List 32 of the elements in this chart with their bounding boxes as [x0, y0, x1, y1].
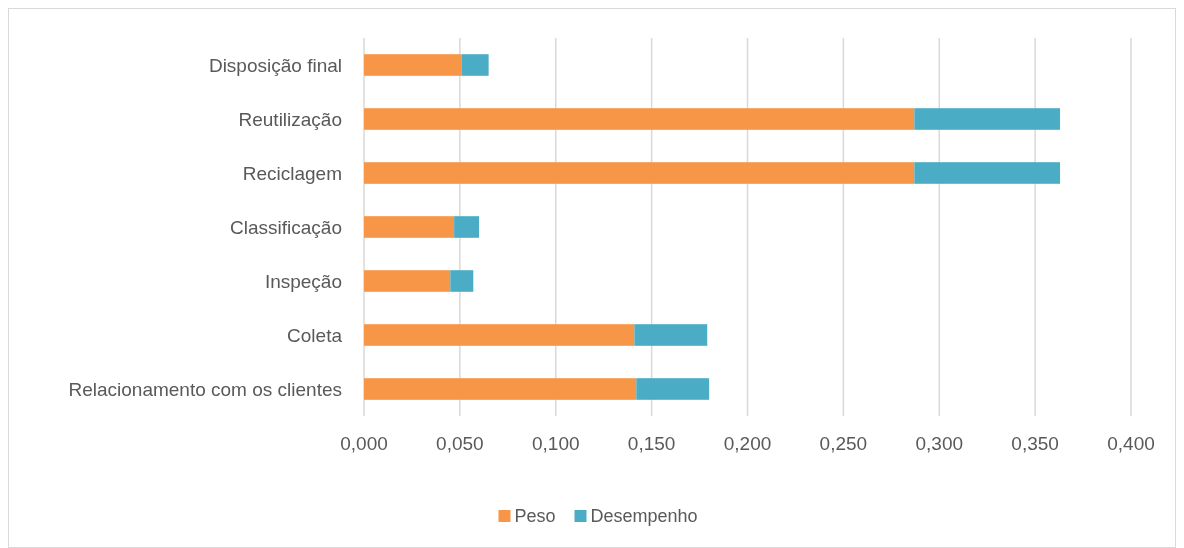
x-tick-label: 0,250 [819, 433, 868, 454]
bar [364, 378, 637, 400]
bar [634, 324, 708, 346]
x-tick-label: 0,150 [627, 433, 676, 454]
bar [450, 270, 474, 292]
bar [364, 270, 451, 292]
bar [364, 54, 462, 76]
y-tick-label: Relacionamento com os clientes [68, 378, 342, 400]
bar [364, 108, 915, 130]
y-tick-label: Coleta [287, 324, 343, 346]
y-tick-label: Classificação [230, 216, 342, 238]
bar [914, 108, 1061, 130]
legend-label: Peso [514, 506, 556, 527]
x-tick-label: 0,300 [915, 433, 964, 454]
x-tick-label: 0,100 [531, 433, 580, 454]
bar [914, 162, 1061, 184]
x-tick-label: 0,350 [1011, 433, 1059, 454]
y-tick-label: Inspeção [264, 270, 342, 292]
bar [364, 216, 455, 238]
bar [364, 324, 635, 346]
y-tick-label: Reutilização [238, 108, 342, 130]
x-tick-label: 0,050 [436, 433, 484, 454]
x-tick-label: 0,200 [723, 433, 772, 454]
bar [461, 54, 489, 76]
x-tick-label: 0,400 [1107, 433, 1155, 454]
x-tick-label: 0,000 [340, 433, 388, 454]
y-tick-label: Disposição final [208, 54, 342, 76]
legend-label: Desempenho [590, 506, 698, 527]
bar [454, 216, 480, 238]
y-tick-label: Reciclagem [242, 162, 342, 184]
bar [364, 162, 915, 184]
bar [636, 378, 710, 400]
